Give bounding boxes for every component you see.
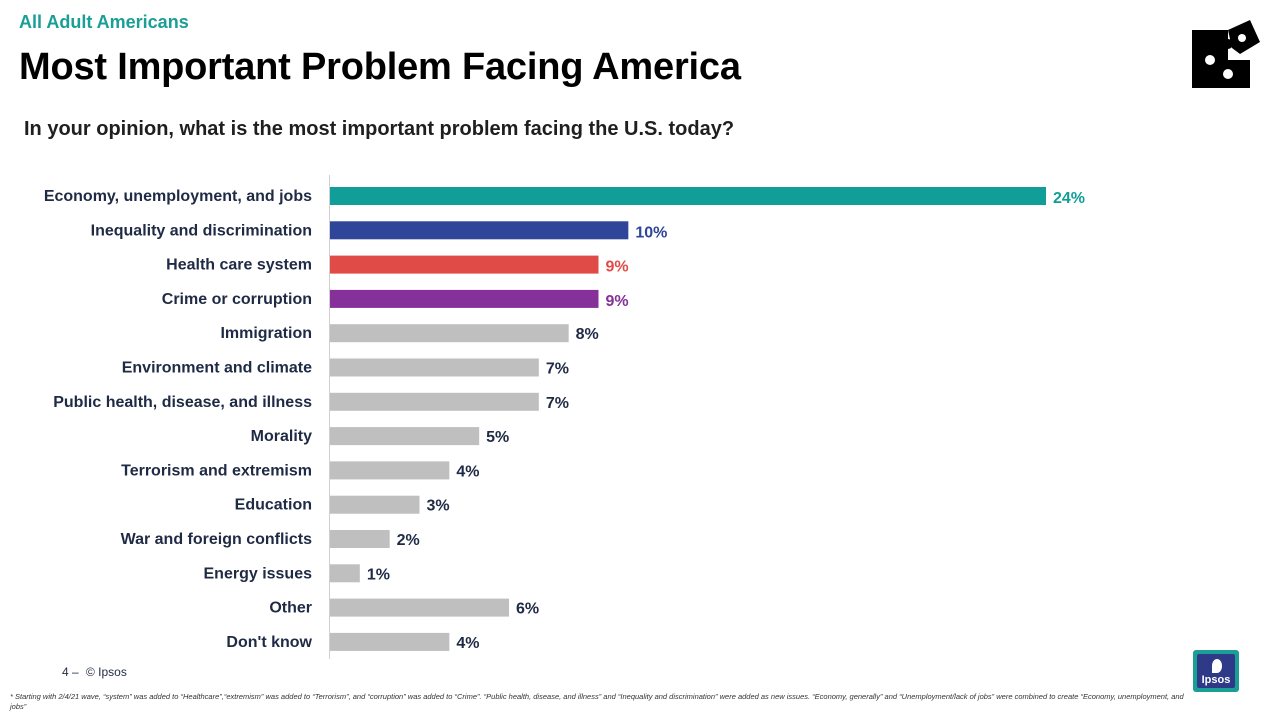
survey-question: In your opinion, what is the most import… (24, 118, 735, 140)
value-label: 6% (516, 601, 539, 618)
copyright: © Ipsos (86, 665, 127, 679)
bar (330, 427, 480, 446)
audience-label: All Adult Americans (19, 12, 189, 32)
puzzle-icon (1192, 20, 1260, 88)
logo-text: Ipsos (1201, 674, 1231, 686)
value-label: 7% (546, 395, 569, 412)
category-label: Morality (251, 428, 312, 445)
category-label: Don't know (226, 634, 312, 651)
bar (330, 221, 629, 240)
value-label: 9% (606, 259, 629, 276)
value-label: 4% (456, 635, 479, 652)
value-label: 9% (606, 293, 629, 310)
bar (330, 530, 390, 548)
category-label: Education (235, 497, 312, 514)
value-label: 5% (486, 429, 509, 446)
footnote: * Starting with 2/4/21 wave, “system” wa… (10, 692, 1184, 711)
value-label: 8% (576, 326, 599, 343)
bar (330, 187, 1046, 205)
category-label: Environment and climate (122, 360, 312, 377)
value-label: 3% (427, 498, 450, 515)
logo-mark-icon (1212, 659, 1222, 673)
bar (330, 255, 599, 274)
bar (330, 495, 420, 514)
bar (330, 392, 539, 411)
value-label: 24% (1053, 190, 1085, 207)
value-label: 10% (635, 224, 667, 241)
category-label: Inequality and discrimination (91, 222, 312, 239)
page-title: Most Important Problem Facing America (19, 46, 741, 88)
category-label: Economy, unemployment, and jobs (44, 188, 312, 205)
category-label: Other (269, 600, 312, 617)
bar (330, 358, 539, 377)
bar-chart: Economy, unemployment, and jobs 24% Inequa… (44, 175, 1085, 659)
value-label: 7% (546, 361, 569, 378)
page-number: 4 – (62, 665, 79, 679)
bar (330, 564, 360, 583)
category-label: Immigration (220, 325, 312, 342)
category-label: Health care system (166, 257, 312, 274)
ipsos-logo: Ipsos (1193, 650, 1239, 692)
category-label: Public health, disease, and illness (53, 394, 312, 411)
bar (330, 461, 450, 480)
bar (330, 324, 569, 343)
bar (330, 289, 599, 308)
bar (330, 598, 509, 617)
category-label: Crime or corruption (162, 291, 312, 308)
value-label: 2% (397, 532, 420, 549)
value-label: 4% (456, 463, 479, 480)
category-label: Terrorism and extremism (121, 462, 312, 479)
bar (330, 632, 450, 651)
category-label: Energy issues (204, 565, 313, 582)
category-label: War and foreign conflicts (121, 531, 313, 548)
value-label: 1% (367, 566, 390, 583)
